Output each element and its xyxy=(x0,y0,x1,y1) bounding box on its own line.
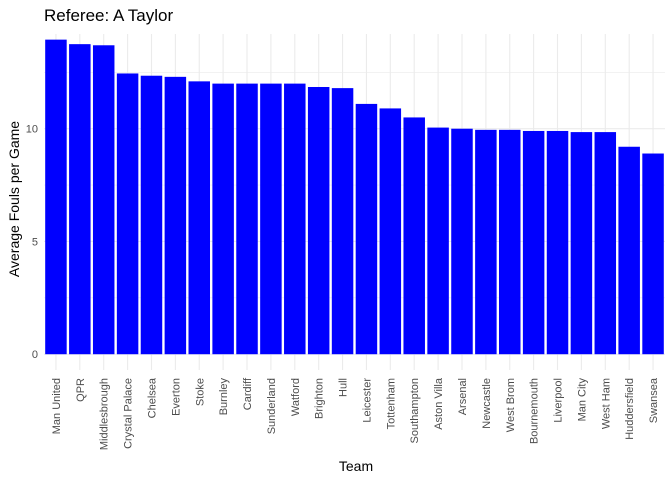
chart-title: Referee: A Taylor xyxy=(44,6,173,25)
x-tick-label: Liverpool xyxy=(553,378,565,423)
axis-layer: 0 5 10 Man United QPR Middlesbrough Crystal Pa… xyxy=(26,124,660,450)
x-tick-label: Man City xyxy=(576,378,588,422)
bar xyxy=(307,86,330,355)
x-tick-label: Watford xyxy=(290,378,302,416)
bar xyxy=(618,146,640,355)
x-tick-label: Stoke xyxy=(194,378,206,406)
x-tick-label: Southampton xyxy=(409,378,421,443)
bar xyxy=(116,73,139,355)
bar xyxy=(45,39,67,355)
x-tick-label: Crystal Palace xyxy=(123,378,135,449)
x-tick-label: Man United xyxy=(51,378,63,434)
bar xyxy=(236,83,258,355)
x-tick-label: Everton xyxy=(170,378,182,416)
x-tick-label: Hull xyxy=(338,378,350,397)
bar xyxy=(642,153,664,355)
x-tick-label: West Ham xyxy=(600,378,612,429)
x-tick-label: West Brom xyxy=(505,378,517,432)
y-tick-label: 5 xyxy=(32,236,38,248)
bar xyxy=(379,108,402,355)
bar xyxy=(284,83,306,355)
bar xyxy=(69,44,91,355)
y-tick-label: 0 xyxy=(32,349,38,361)
x-tick-label: QPR xyxy=(75,378,87,402)
x-tick-label: Middlesbrough xyxy=(99,378,111,450)
x-tick-label: Burnley xyxy=(218,378,230,416)
bar xyxy=(451,128,473,355)
bar xyxy=(403,117,425,355)
bar xyxy=(522,130,545,355)
bar xyxy=(427,127,449,355)
bar xyxy=(188,81,210,355)
bar xyxy=(570,132,593,355)
x-tick-label: Chelsea xyxy=(146,377,158,418)
x-tick-label: Brighton xyxy=(314,378,326,419)
bar xyxy=(92,45,115,355)
bar xyxy=(331,88,354,355)
x-tick-label: Tottenham xyxy=(385,378,397,429)
x-tick-label: Bournemouth xyxy=(529,378,541,444)
bar xyxy=(260,83,282,355)
x-tick-label: Leicester xyxy=(361,378,373,423)
x-tick-label: Cardiff xyxy=(242,377,254,410)
x-tick-label: Swansea xyxy=(648,377,660,423)
bar xyxy=(140,75,163,355)
x-tick-label: Newcastle xyxy=(481,378,493,429)
bar xyxy=(164,76,187,355)
bar xyxy=(212,83,234,355)
bar xyxy=(355,103,378,355)
bar-layer xyxy=(45,39,664,355)
bar xyxy=(499,129,521,355)
x-tick-label: Sunderland xyxy=(266,378,278,434)
y-axis-title: Average Fouls per Game xyxy=(6,121,22,277)
x-tick-label: Aston Villa xyxy=(433,377,445,430)
bar xyxy=(475,129,497,355)
x-tick-label: Huddersfield xyxy=(624,378,636,440)
y-tick-label: 10 xyxy=(26,124,38,136)
x-axis-title: Team xyxy=(339,458,373,474)
x-tick-label: Arsenal xyxy=(457,378,469,415)
bar xyxy=(546,130,569,355)
bar xyxy=(594,132,617,355)
